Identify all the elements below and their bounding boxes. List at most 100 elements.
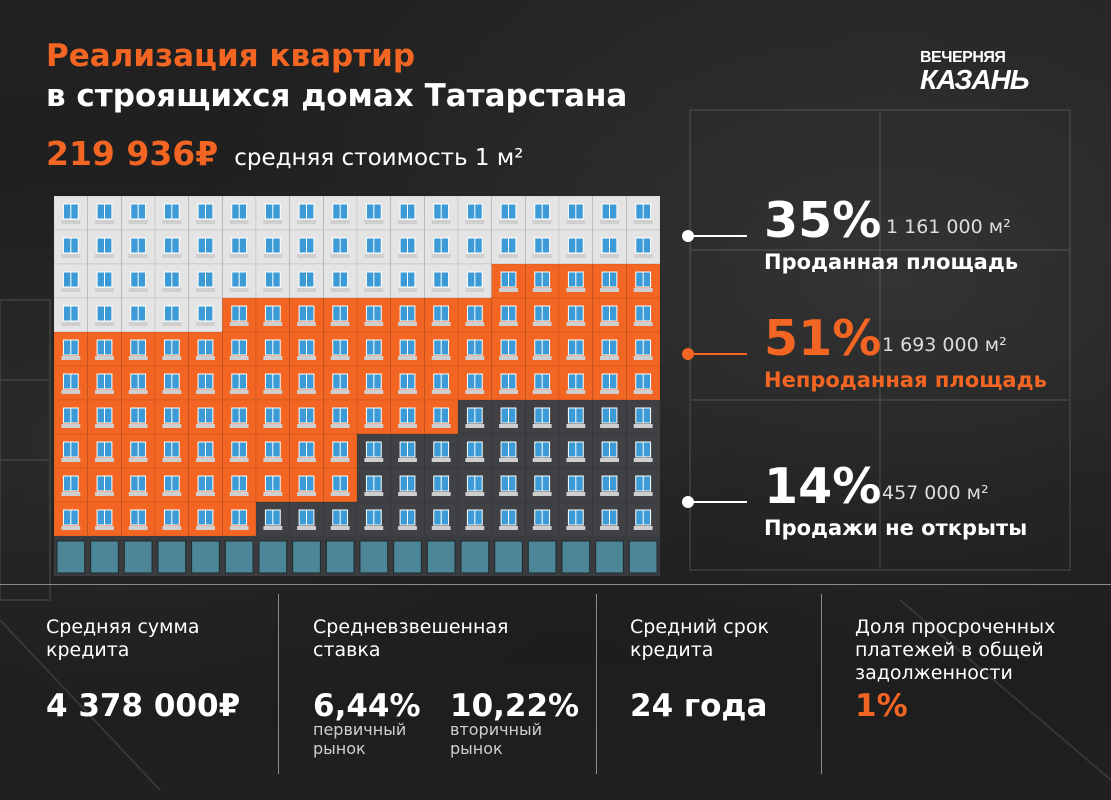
storefront-glass	[359, 540, 389, 574]
window-sill	[633, 356, 653, 360]
window-sill	[566, 356, 586, 360]
window-sill	[398, 254, 417, 258]
window-sill	[263, 390, 283, 394]
storefront-glass	[123, 540, 153, 574]
window-sill	[128, 322, 148, 326]
window-sill	[465, 492, 485, 496]
apartment-cell	[289, 433, 324, 469]
window-sill	[499, 390, 518, 394]
page-title: Реализация квартир в строящихся домах Та…	[46, 36, 627, 116]
storefront-glass	[494, 540, 523, 574]
window-sill	[600, 492, 619, 496]
window-sill	[465, 356, 485, 360]
window-sill	[532, 526, 552, 530]
storefront-glass	[56, 540, 86, 574]
window-sill	[633, 220, 653, 224]
window-sill	[128, 424, 148, 428]
window-sill	[600, 526, 619, 530]
window-sill	[162, 288, 182, 292]
window-sill	[499, 254, 518, 258]
window-sill	[364, 424, 384, 428]
overdue-value: 1%	[855, 688, 908, 724]
window-sill	[465, 390, 485, 394]
window-sill	[431, 220, 451, 224]
overdue-caption-3: задолженности	[855, 662, 1013, 684]
apartment-cell	[222, 365, 257, 401]
loan-sum-value: 4 378 000₽	[46, 688, 241, 724]
storefront-glass	[292, 540, 321, 574]
window-sill	[229, 390, 249, 394]
window-sill	[95, 458, 114, 462]
window-sill	[465, 220, 485, 224]
window-sill	[398, 390, 417, 394]
window-sill	[364, 492, 384, 496]
window-sill	[61, 424, 81, 428]
window-sill	[364, 288, 384, 292]
window-sill	[465, 254, 485, 258]
window-sill	[633, 424, 653, 428]
storefront-glass	[90, 540, 119, 574]
window-sill	[499, 492, 518, 496]
logo-text-top: ВЕЧЕРНЯЯ	[920, 49, 1006, 66]
storefront-glass	[527, 540, 557, 574]
window-sill	[330, 424, 350, 428]
window-sill	[398, 424, 417, 428]
term-value: 24 года	[630, 688, 768, 724]
window-sill	[499, 424, 518, 428]
window-sill	[196, 254, 215, 258]
window-sill	[263, 458, 283, 462]
window-sill	[297, 254, 316, 258]
window-sill	[364, 458, 384, 462]
rate-primary-label-1: первичный	[313, 720, 407, 739]
window-sill	[633, 322, 653, 326]
window-sill	[600, 220, 619, 224]
overdue-caption-2: платежей в общей	[855, 639, 1044, 661]
stat-unsold-connector	[692, 353, 747, 355]
rate-caption-1: Средневзвешенная	[313, 616, 509, 638]
window-sill	[61, 254, 81, 258]
window-sill	[196, 424, 215, 428]
apartment-cell	[188, 467, 223, 503]
window-sill	[566, 526, 586, 530]
window-sill	[196, 526, 215, 530]
window-sill	[196, 356, 215, 360]
window-sill	[297, 356, 316, 360]
window-sill	[229, 492, 249, 496]
window-sill	[229, 424, 249, 428]
window-sill	[263, 322, 283, 326]
storefront-glass	[325, 540, 355, 574]
window-sill	[196, 322, 215, 326]
window-sill	[532, 492, 552, 496]
window-sill	[532, 356, 552, 360]
stat-sold-area: 1 161 000 м²	[886, 216, 1011, 238]
window-sill	[263, 220, 283, 224]
window-sill	[499, 458, 518, 462]
window-sill	[330, 526, 350, 530]
window-sill	[566, 492, 586, 496]
window-sill	[196, 492, 215, 496]
building-illustration	[54, 196, 660, 576]
window-sill	[398, 356, 417, 360]
window-sill	[229, 526, 249, 530]
window-sill	[61, 492, 81, 496]
window-sill	[499, 356, 518, 360]
window-sill	[229, 288, 249, 292]
term-caption-2: кредита	[630, 639, 714, 661]
average-price-value: 219 936₽	[46, 134, 219, 173]
window-sill	[431, 356, 451, 360]
window-sill	[229, 254, 249, 258]
window-sill	[499, 288, 518, 292]
window-sill	[196, 288, 215, 292]
window-sill	[532, 254, 552, 258]
window-sill	[532, 390, 552, 394]
window-sill	[128, 492, 148, 496]
storefront-glass	[393, 540, 422, 574]
window-sill	[95, 254, 114, 258]
window-sill	[566, 322, 586, 326]
rate-secondary-label-1: вторичный	[450, 720, 543, 739]
window-sill	[398, 288, 417, 292]
window-sill	[297, 322, 316, 326]
window-sill	[532, 458, 552, 462]
window-sill	[95, 390, 114, 394]
window-sill	[600, 356, 619, 360]
